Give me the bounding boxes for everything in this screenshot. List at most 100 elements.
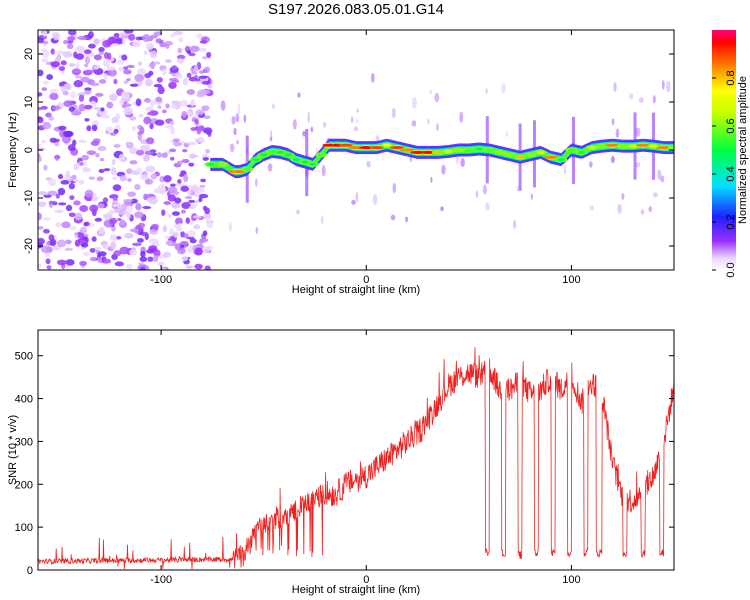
noise-blob bbox=[187, 188, 192, 197]
track-peak-core bbox=[649, 144, 658, 148]
noise-blob bbox=[164, 125, 174, 129]
noise-blob bbox=[97, 145, 107, 152]
track-peak-core bbox=[400, 148, 415, 152]
noise-blob bbox=[98, 46, 105, 53]
noise-blob bbox=[106, 101, 114, 109]
noise-blob bbox=[127, 178, 132, 182]
noise-blob bbox=[181, 110, 187, 118]
y-tick-label: 300 bbox=[15, 436, 33, 448]
noise-blob bbox=[38, 107, 44, 111]
noise-blob bbox=[188, 205, 197, 210]
noise-blob bbox=[89, 256, 98, 262]
snr-x-axis-label: Height of straight line (km) bbox=[292, 584, 420, 596]
track-peak-core bbox=[526, 153, 535, 157]
noise-blob bbox=[163, 175, 172, 183]
noise-blob bbox=[42, 121, 52, 130]
noise-blob bbox=[116, 59, 125, 65]
noise-blob bbox=[91, 236, 97, 242]
noise-blob bbox=[88, 43, 96, 49]
noise-blob bbox=[119, 98, 124, 106]
noise-blob bbox=[83, 63, 89, 68]
noise-blob bbox=[103, 168, 111, 172]
noise-blob bbox=[144, 178, 154, 185]
noise-blob bbox=[137, 133, 143, 141]
noise-blob bbox=[69, 63, 75, 67]
noise-blob bbox=[49, 92, 59, 101]
noise-blob bbox=[203, 127, 213, 135]
noise-blob bbox=[38, 116, 44, 124]
noise-blob bbox=[38, 212, 43, 221]
noise-blob bbox=[124, 232, 134, 239]
y-tick-label: 0 bbox=[27, 565, 33, 577]
noise-blob bbox=[91, 124, 98, 132]
noise-blob bbox=[93, 246, 102, 251]
x-tick-label: 0 bbox=[363, 574, 369, 586]
noise-blob bbox=[109, 233, 117, 242]
spur-blob bbox=[635, 162, 641, 168]
noise-blob bbox=[165, 43, 170, 49]
noise-blob bbox=[126, 168, 133, 175]
noise-blob bbox=[123, 80, 129, 85]
noise-blob bbox=[202, 246, 211, 253]
noise-blob bbox=[70, 110, 81, 116]
spur-blob bbox=[231, 115, 236, 125]
noise-blob bbox=[181, 256, 189, 262]
noise-blob bbox=[195, 109, 205, 115]
noise-blob bbox=[111, 176, 119, 180]
noise-blob bbox=[71, 174, 77, 181]
noise-blob bbox=[134, 73, 145, 82]
spur-blob bbox=[430, 176, 433, 183]
spur-blob bbox=[666, 80, 671, 93]
noise-blob bbox=[188, 76, 198, 82]
noise-blob bbox=[96, 176, 104, 181]
track-peak-core bbox=[300, 160, 309, 164]
noise-blob bbox=[181, 148, 188, 153]
spur-blob bbox=[475, 190, 479, 198]
noise-blob bbox=[112, 203, 120, 208]
spur-blob bbox=[501, 82, 506, 94]
noise-blob bbox=[161, 152, 168, 158]
spur-blob bbox=[356, 118, 359, 124]
spur-blob bbox=[353, 126, 359, 132]
noise-blob bbox=[55, 193, 60, 199]
track-peak-core bbox=[505, 153, 514, 157]
noise-blob bbox=[145, 165, 156, 173]
noise-blob bbox=[42, 30, 47, 37]
noise-blob bbox=[58, 202, 67, 206]
noise-blob bbox=[85, 69, 94, 74]
noise-blob bbox=[178, 37, 184, 43]
noise-blob bbox=[135, 202, 142, 211]
colorbar-label: Normalized spectral amplitude bbox=[737, 76, 749, 224]
spur-blob bbox=[355, 191, 359, 203]
noise-blob bbox=[42, 50, 50, 58]
track-peak-core bbox=[434, 150, 443, 154]
noise-blob bbox=[138, 113, 144, 118]
noise-blob bbox=[78, 94, 85, 102]
noise-blob bbox=[191, 186, 199, 192]
spur-blob bbox=[269, 136, 273, 142]
x-tick-label: -100 bbox=[150, 274, 172, 286]
spur-blob bbox=[307, 111, 310, 124]
noise-blob bbox=[124, 30, 134, 34]
track-peak-core bbox=[636, 143, 651, 147]
noise-blob bbox=[102, 197, 109, 204]
noise-blob bbox=[67, 30, 77, 36]
noise-blob bbox=[144, 72, 152, 79]
snr-series-line bbox=[38, 347, 674, 570]
noise-blob bbox=[159, 175, 165, 183]
noise-blob bbox=[111, 43, 120, 47]
noise-blob bbox=[153, 61, 161, 65]
spur-blob bbox=[233, 127, 237, 136]
noise-blob bbox=[99, 157, 105, 162]
spur-blob bbox=[356, 108, 359, 113]
noise-blob bbox=[52, 32, 61, 41]
noise-blob bbox=[115, 37, 123, 42]
spur-blob bbox=[391, 107, 396, 119]
noise-blob bbox=[153, 31, 163, 36]
spur-blob bbox=[434, 92, 440, 103]
noise-blob bbox=[140, 250, 146, 258]
noise-blob bbox=[78, 103, 86, 112]
noise-blob bbox=[38, 92, 43, 97]
y-tick-label: -10 bbox=[23, 190, 35, 206]
y-tick-label: 20 bbox=[23, 48, 35, 60]
